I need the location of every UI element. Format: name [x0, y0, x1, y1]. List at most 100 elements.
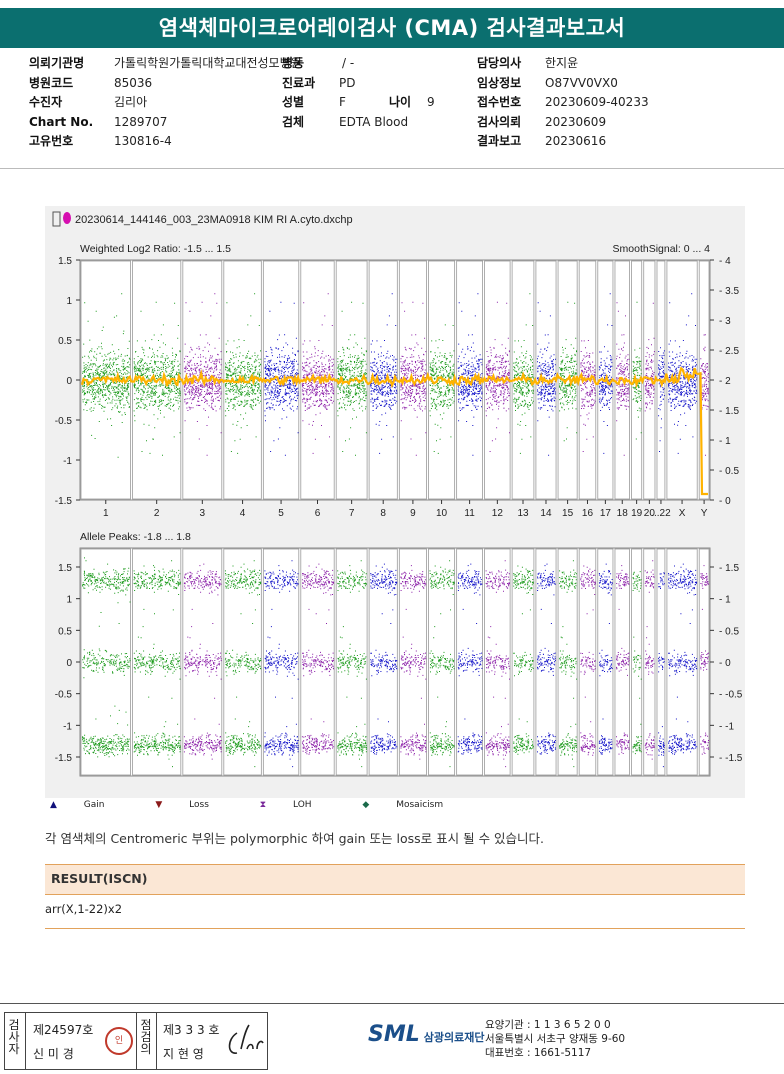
- panel1-left-tick-label: -1.5: [55, 496, 73, 507]
- title-bar: 염색체마이크로어레이검사 (CMA) 검사결과보고서: [0, 8, 784, 48]
- cma-plot: 20230614_144146_003_23MA0918 KIM RI A.cy…: [45, 206, 745, 798]
- result-heading-bar: RESULT(ISCN): [45, 864, 745, 895]
- allele-peaks-chr: [400, 565, 427, 760]
- panel2-left-tick-label: 0: [66, 658, 72, 669]
- allele-peaks-chr: [559, 560, 578, 768]
- panel1-right-tick-label: - 2.5: [719, 346, 739, 357]
- label-chart-no: Chart No.: [29, 114, 94, 129]
- allele-peaks-chr: [616, 565, 630, 755]
- value-patient: 김리아: [114, 95, 148, 109]
- panel2-chr-box: [428, 548, 456, 776]
- allele-peaks-chr: [82, 557, 131, 758]
- signature-box: 검사자 제24597호 신 미 경 인 점검의 제3 3 3 호 지 현 영: [4, 1012, 268, 1070]
- legend: ▲ Gain ▼ Loss ⧗ LOH ◆ Mosaicism: [50, 800, 491, 810]
- chr-label: 12: [492, 508, 504, 519]
- phone: 대표번호 : 1661-5117: [485, 1047, 592, 1059]
- chr-label: 9: [410, 508, 416, 519]
- allele-peaks-chr: [457, 563, 483, 755]
- footer: 검사자 제24597호 신 미 경 인 점검의 제3 3 3 호 지 현 영 S…: [0, 1003, 784, 1074]
- panel2-chr-box: [368, 548, 398, 776]
- log2-scatter-chr: [632, 301, 642, 440]
- label-specimen: 검체: [282, 114, 305, 129]
- value-specimen: EDTA Blood: [339, 114, 409, 129]
- panel2-left-tick-label: 1: [66, 595, 72, 606]
- value-sex: F: [339, 95, 346, 109]
- chr-label: 20: [644, 508, 656, 519]
- panel1-left-tick-label: 1.5: [58, 256, 72, 267]
- panel2-right-tick-label: - 0.5: [719, 626, 739, 637]
- sample-icon: [63, 212, 71, 224]
- panel1-chr-box: [698, 260, 710, 500]
- panel2-chr-box: [484, 548, 511, 776]
- panel1-right-tick-label: - 1.5: [719, 406, 739, 417]
- allele-peaks-chr: [485, 560, 511, 768]
- panel2-right-tick-label: - -0.5: [719, 690, 743, 701]
- panel2-left-tick-label: -0.5: [55, 690, 73, 701]
- log2-scatter-chr: [370, 293, 398, 454]
- legend-gain-label: Gain: [83, 800, 105, 810]
- allele-peaks-chr: [668, 563, 698, 755]
- checker-label: 점검의: [140, 1018, 152, 1056]
- log2-scatter-chr: [133, 301, 181, 456]
- panel2-right-tick-label: - 1: [719, 595, 731, 606]
- panel2-right-tick-label: - 0: [719, 658, 731, 669]
- panel2-chr-box: [300, 548, 335, 776]
- value-department: PD: [339, 75, 356, 90]
- panel2-chr-box: [223, 548, 262, 776]
- log2-scatter-chr: [513, 293, 534, 454]
- value-unique-no: 130816-4: [114, 134, 172, 148]
- label-request-date: 검사의뢰: [477, 114, 522, 129]
- value-age: 9: [427, 95, 435, 109]
- label-clinical-info: 임상정보: [477, 75, 522, 90]
- label-hospital-code: 병원코드: [29, 75, 74, 90]
- chr-label: 7: [349, 508, 355, 519]
- allele-peaks-chr: [580, 565, 596, 756]
- allele-peaks-chr: [264, 560, 299, 768]
- chr-label: Y: [701, 508, 708, 519]
- result-heading: RESULT(ISCN): [51, 871, 148, 886]
- chr-label: 11: [464, 508, 475, 519]
- value-clinical-info: O87VV0VX0: [545, 75, 618, 90]
- panel2-chr-box: [666, 548, 698, 776]
- chr-label: 15: [562, 508, 574, 519]
- panel2-left-tick-label: -1: [63, 721, 72, 732]
- chr-label: 18: [617, 508, 629, 519]
- chr-label: 13: [517, 508, 529, 519]
- care-institution-no: 요양기관 : 1 1 3 6 5 2 0 0: [485, 1019, 611, 1031]
- panel2-chr-box: [80, 548, 131, 776]
- label-requester: 의뢰기관명: [29, 56, 85, 70]
- panel2-right-tick-label: - 1.5: [719, 563, 739, 574]
- logo-mark: SML: [368, 1022, 420, 1047]
- panel1-right-tick-label: - 3.5: [719, 286, 739, 297]
- log2-scatter-chr: [457, 293, 483, 456]
- allele-peaks-chr: [632, 571, 642, 755]
- panel1-left-tick-label: -0.5: [55, 416, 73, 427]
- allele-peaks-chr: [133, 560, 181, 768]
- panel1-left-tick-label: 0.5: [58, 336, 72, 347]
- reviewer-name: 신 미 경: [33, 1047, 74, 1061]
- panel2-right-tick-label: - -1: [719, 721, 734, 732]
- panel2-chr-box: [335, 548, 368, 776]
- chr-label: 17: [600, 508, 612, 519]
- reviewer-label: 검사자: [8, 1018, 20, 1056]
- label-sex: 성별: [282, 95, 305, 109]
- panel2-chr-box: [643, 548, 656, 776]
- info-col2: 병동 / - 진료과 PD 성별 F 나이 9 검체 EDTA Blood: [282, 54, 435, 132]
- chr-label: 10: [436, 508, 448, 519]
- checker-no: 제3 3 3 호: [163, 1023, 220, 1037]
- chr-label: 4: [240, 508, 246, 519]
- panel2-left-tick-label: -1.5: [55, 753, 73, 764]
- log2-scatter-chr: [700, 334, 709, 456]
- chr-label: ...22: [651, 508, 671, 519]
- panel2-title: Allele Peaks: -1.8 ... 1.8: [80, 531, 191, 543]
- panel2-chr-box: [578, 548, 597, 776]
- panel2-chr-box: [262, 548, 300, 776]
- panel1-title: Weighted Log2 Ratio: -1.5 ... 1.5: [80, 243, 231, 255]
- panel1-left-tick-label: -1: [63, 456, 72, 467]
- allele-peaks-chr: [301, 563, 335, 755]
- panel2-chr-box: [698, 548, 710, 776]
- panel2-chr-box: [456, 548, 483, 776]
- chr-label: 3: [200, 508, 206, 519]
- label-patient: 수진자: [29, 95, 63, 109]
- reviewer-seal: 인: [105, 1027, 133, 1055]
